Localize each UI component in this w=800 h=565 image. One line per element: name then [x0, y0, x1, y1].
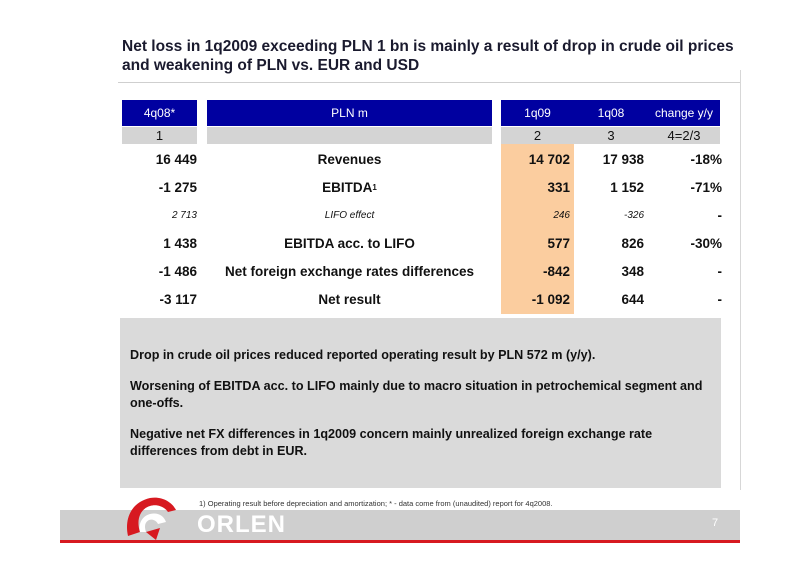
- row-label: Net foreign exchange rates differences: [224, 263, 475, 279]
- q09-highlight-column: [501, 144, 574, 314]
- table-cell: 246: [553, 209, 570, 221]
- index-label: [207, 127, 492, 144]
- right-divider: [740, 70, 741, 490]
- row-label: Net result: [318, 291, 381, 307]
- footnote: 1) Operating result before depreciation …: [199, 499, 553, 508]
- table-cell: -3 117: [159, 291, 197, 307]
- table-cell: -1 092: [531, 291, 570, 307]
- table-cell: 644: [621, 291, 644, 307]
- table-cell: -326: [623, 209, 644, 221]
- row-label: LIFO effect: [324, 209, 375, 221]
- comment-box: Drop in crude oil prices reduced reporte…: [120, 318, 721, 488]
- row-label: Revenues: [317, 151, 382, 167]
- header-1q08: 1q08: [597, 106, 625, 120]
- index-col3: 3: [607, 128, 615, 143]
- header-group: [501, 100, 720, 126]
- header-4q08: 4q08*: [122, 100, 197, 126]
- footnote-marker: 1: [372, 182, 377, 192]
- slide-title: Net loss in 1q2009 exceeding PLN 1 bn is…: [122, 38, 734, 74]
- table-cell: 14 702: [528, 151, 570, 167]
- table-cell: -30%: [690, 235, 722, 251]
- brand-logo-text: ORLEN: [197, 511, 286, 538]
- row-label: EBITDA 1: [207, 173, 492, 201]
- table-cell: 826: [621, 235, 644, 251]
- table-cell: 331: [547, 179, 570, 195]
- comment-3: Negative net FX differences in 1q2009 co…: [130, 427, 653, 458]
- index-col1: 1: [122, 127, 197, 144]
- table-cell: -1 486: [158, 263, 197, 279]
- orlen-eagle-logo-icon: [126, 497, 176, 540]
- table-cell: -: [717, 291, 723, 307]
- table-cell: -71%: [690, 179, 722, 195]
- footer-red-line: [60, 540, 740, 543]
- table-cell: 348: [621, 263, 644, 279]
- table-cell: 1 438: [163, 235, 197, 251]
- page-number: 7: [712, 517, 719, 529]
- table-cell: -842: [542, 263, 570, 279]
- comment-2: Worsening of EBITDA acc. to LIFO mainly …: [130, 379, 703, 410]
- index-group: [501, 127, 720, 144]
- footer-band: [60, 510, 740, 540]
- index-col4: 4=2/3: [667, 128, 701, 143]
- title-divider: [118, 82, 740, 83]
- row-label-text: EBITDA: [322, 179, 373, 195]
- header-change: change y/y: [654, 106, 714, 120]
- table-cell: 577: [547, 235, 570, 251]
- table-cell: -: [717, 263, 723, 279]
- comment-1: Drop in crude oil prices reduced reporte…: [130, 348, 596, 362]
- table-cell: 1 152: [610, 179, 644, 195]
- table-cell: 16 449: [155, 151, 197, 167]
- header-1q09: 1q09: [524, 106, 551, 120]
- table-cell: 2 713: [171, 209, 197, 221]
- index-col2: 2: [533, 128, 542, 143]
- row-label: EBITDA acc. to LIFO: [284, 235, 415, 251]
- table-cell: -18%: [690, 151, 722, 167]
- table-cell: -: [717, 207, 723, 223]
- table-cell: -1 275: [158, 179, 197, 195]
- header-pln-m: PLN m: [207, 100, 492, 126]
- table-cell: 17 938: [602, 151, 644, 167]
